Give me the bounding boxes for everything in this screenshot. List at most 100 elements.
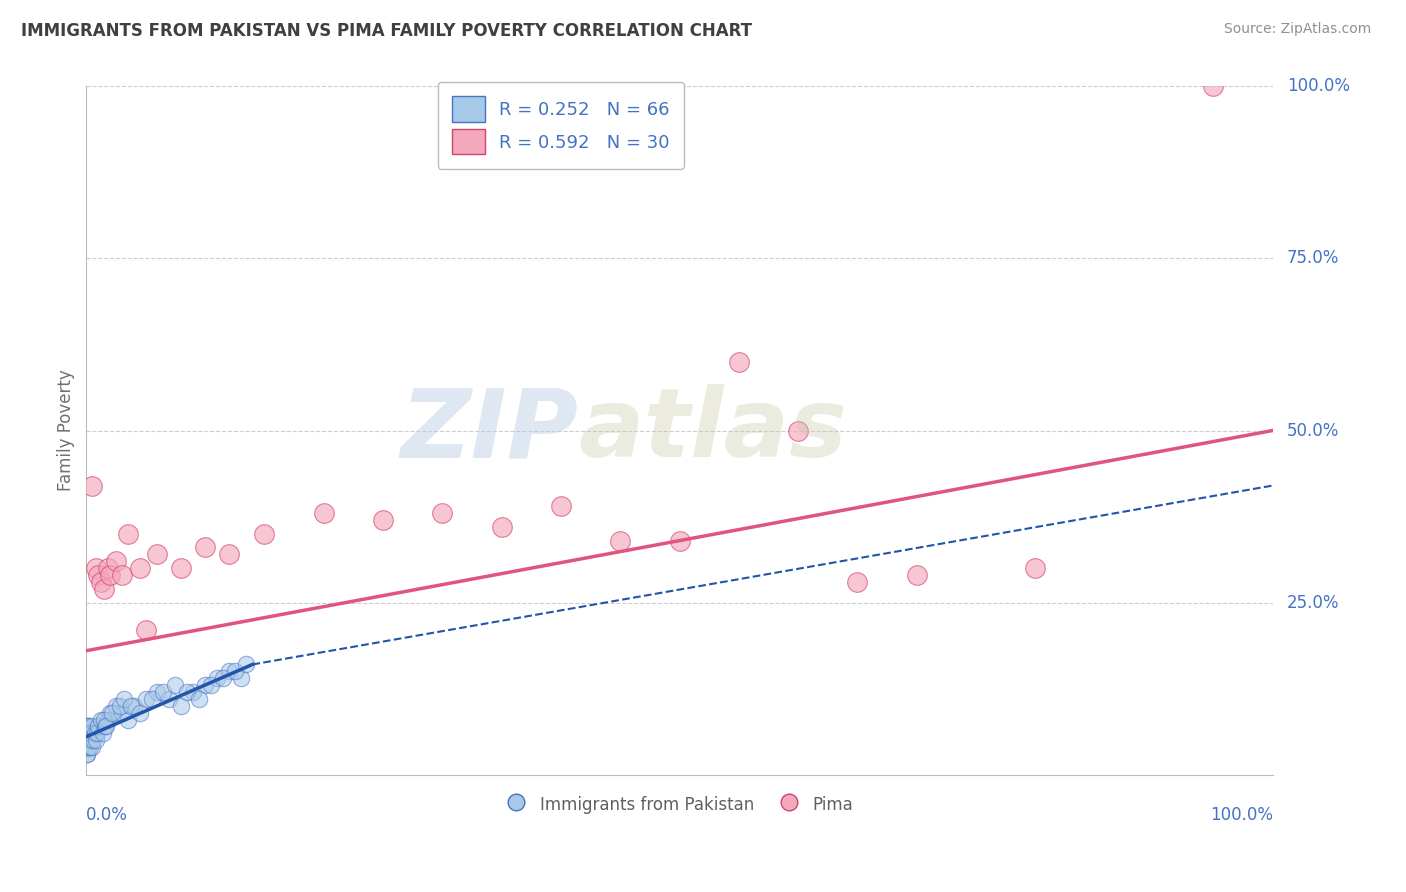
Point <box>96 719 118 733</box>
Point <box>112 691 135 706</box>
Point <box>550 499 572 513</box>
Point <box>82 733 104 747</box>
Point <box>253 526 276 541</box>
Point <box>93 582 115 596</box>
Y-axis label: Family Poverty: Family Poverty <box>58 369 75 491</box>
Legend: Immigrants from Pakistan, Pima: Immigrants from Pakistan, Pima <box>499 788 859 822</box>
Point <box>108 698 131 713</box>
Point <box>218 547 240 561</box>
Text: 75.0%: 75.0% <box>1286 250 1340 268</box>
Point <box>194 678 217 692</box>
Point <box>211 671 233 685</box>
Point <box>491 520 513 534</box>
Text: ZIP: ZIP <box>401 384 579 477</box>
Point <box>157 691 180 706</box>
Text: Source: ZipAtlas.com: Source: ZipAtlas.com <box>1223 22 1371 37</box>
Text: 100.0%: 100.0% <box>1209 805 1272 823</box>
Point <box>200 678 222 692</box>
Point <box>76 739 98 754</box>
Point <box>77 726 100 740</box>
Text: 50.0%: 50.0% <box>1286 422 1340 440</box>
Point <box>135 623 157 637</box>
Point <box>1024 561 1046 575</box>
Point <box>79 733 101 747</box>
Point <box>176 685 198 699</box>
Point <box>84 561 107 575</box>
Point <box>104 698 127 713</box>
Point <box>104 554 127 568</box>
Point <box>205 671 228 685</box>
Point <box>117 713 139 727</box>
Point <box>76 733 98 747</box>
Point <box>905 568 928 582</box>
Point <box>79 739 101 754</box>
Point <box>94 719 117 733</box>
Text: IMMIGRANTS FROM PAKISTAN VS PIMA FAMILY POVERTY CORRELATION CHART: IMMIGRANTS FROM PAKISTAN VS PIMA FAMILY … <box>21 22 752 40</box>
Point <box>76 739 98 754</box>
Point <box>787 424 810 438</box>
Point <box>77 726 100 740</box>
Point <box>77 719 100 733</box>
Point <box>98 706 121 720</box>
Point <box>87 568 110 582</box>
Point <box>846 574 869 589</box>
Point <box>224 665 246 679</box>
Point <box>117 526 139 541</box>
Point <box>76 747 98 761</box>
Point <box>87 719 110 733</box>
Point <box>76 726 98 740</box>
Point <box>194 541 217 555</box>
Point <box>76 733 98 747</box>
Text: 0.0%: 0.0% <box>86 805 128 823</box>
Point <box>312 506 335 520</box>
Point <box>76 719 98 733</box>
Point <box>170 561 193 575</box>
Point <box>97 713 120 727</box>
Point <box>80 726 103 740</box>
Point <box>89 713 111 727</box>
Point <box>141 691 163 706</box>
Point <box>668 533 690 548</box>
Point <box>82 739 104 754</box>
Point <box>97 561 120 575</box>
Point <box>609 533 631 548</box>
Point <box>76 726 98 740</box>
Text: 100.0%: 100.0% <box>1286 78 1350 95</box>
Point <box>101 706 124 720</box>
Point <box>84 733 107 747</box>
Point <box>170 698 193 713</box>
Point <box>218 665 240 679</box>
Point <box>76 733 98 747</box>
Point <box>181 685 204 699</box>
Point <box>432 506 454 520</box>
Point <box>77 739 100 754</box>
Point <box>111 568 134 582</box>
Point <box>128 561 150 575</box>
Point <box>82 478 104 492</box>
Point <box>235 657 257 672</box>
Point <box>79 726 101 740</box>
Point <box>188 691 211 706</box>
Point <box>727 354 749 368</box>
Point <box>76 719 98 733</box>
Point <box>77 733 100 747</box>
Point <box>80 733 103 747</box>
Point <box>146 685 169 699</box>
Point <box>229 671 252 685</box>
Point <box>89 574 111 589</box>
Point <box>82 719 104 733</box>
Point <box>93 713 115 727</box>
Point <box>1202 79 1225 94</box>
Point <box>76 747 98 761</box>
Text: atlas: atlas <box>579 384 848 477</box>
Point <box>77 739 100 754</box>
Point <box>120 698 142 713</box>
Point <box>371 513 394 527</box>
Text: 25.0%: 25.0% <box>1286 593 1340 612</box>
Point <box>146 547 169 561</box>
Point <box>98 568 121 582</box>
Point <box>111 706 134 720</box>
Point <box>83 726 105 740</box>
Point <box>135 691 157 706</box>
Point <box>77 733 100 747</box>
